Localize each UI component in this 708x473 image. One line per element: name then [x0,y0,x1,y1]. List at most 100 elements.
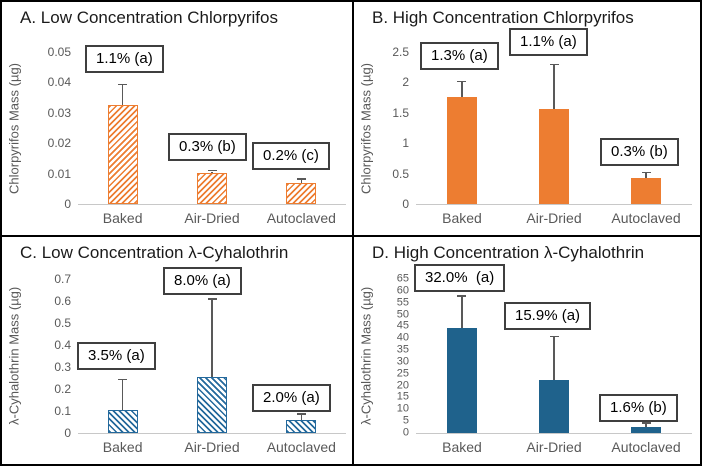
x-category-label: Baked [442,439,482,455]
bar-baked [107,105,138,204]
y-tick-label: 15 [396,390,409,403]
error-bar-cap [118,83,128,86]
y-tick-label: 50 [396,308,409,321]
x-category-label: Autoclaved [611,439,681,455]
y-tick-label: 0.02 [47,136,71,151]
annotation-box: 1.1% (a) [509,28,588,57]
panel-c-low-cyhalothrin: C. Low Concentration λ-Cyhalothrin λ-Cyh… [2,237,354,464]
annotation-box: 8.0% (a) [163,267,242,296]
y-tick-label: 0.1 [54,404,71,418]
error-bar-line [553,337,555,380]
plot-area: 0.05 0.04 0.03 0.02 0.01 0 Baked Air-Dried Autoc… [48,46,346,226]
y-tick-label: 55 [396,296,409,309]
annotation-box: 0.3% (b) [168,133,247,162]
panel-title: C. Low Concentration λ-Cyhalothrin [20,243,289,262]
panel-title: D. High Concentration λ-Cyhalothrin [372,243,645,262]
x-category-label: Baked [102,439,143,455]
error-bar-line [553,65,555,109]
error-bar-line [121,380,124,410]
error-bar-line [211,171,213,173]
x-category-label: Air-Dried [184,210,240,226]
x-category-label: Autoclaved [266,439,336,455]
y-tick-label: 20 [396,379,409,392]
y-tick-label: 0.6 [54,294,71,308]
y-tick-label: 25 [396,367,409,380]
panel-title: A. Low Concentration Chlorpyrifos [20,8,278,27]
x-category-label: Air-Dried [526,439,582,455]
error-bar-line [645,173,647,179]
error-bar-line [121,85,124,106]
bar-air-dried [197,172,227,204]
error-bar-line [300,179,303,184]
bar-autoclaved [286,183,317,204]
error-bar-line [461,82,463,97]
y-tick-label: 0.3 [54,360,71,374]
y-tick-label: 1 [402,136,409,151]
error-bar-line [461,296,463,328]
y-tick-label: 40 [396,331,409,344]
four-panel-bar-chart-figure: A. Low Concentration Chlorpyrifos Chlorp… [0,0,702,466]
x-category-label: Baked [442,210,482,226]
error-bar-cap [207,298,217,300]
error-bar-cap [296,178,306,180]
x-category-label: Autoclaved [266,210,336,226]
error-bar-cap [641,422,651,424]
panel-d-high-cyhalothrin: D. High Concentration λ-Cyhalothrin λ-Cy… [354,237,700,464]
bar-air-dried [539,108,569,204]
y-tick-label: 65 [396,272,409,285]
bar-autoclaved [631,427,661,433]
y-tick-label: 0.7 [54,272,71,286]
plot-area: 2.5 2 1.5 1 0.5 0 Baked Air-Dried Autoclaved [392,46,692,226]
bar-baked [107,409,138,433]
annotation-box: 0.2% (c) [252,142,330,171]
bar-autoclaved [286,419,317,433]
error-bar-cap [457,295,467,297]
error-bar-cap [549,335,559,338]
y-axis-label: λ-Cyhalothrin Mass (µg) [358,286,374,426]
error-bar-cap [549,63,559,66]
panel-b-high-chlorpyrifos: B. High Concentration Chlorpyrifos Chlor… [354,2,700,237]
error-bar-line [300,414,303,420]
y-tick-label: 0.4 [54,338,71,352]
y-axis-label: Chlorpyrifos Mass (µg) [6,62,22,194]
annotation-box: 1.6% (b) [599,394,678,423]
y-tick-label: 0.04 [47,75,71,90]
annotation-box: 32.0% (a) [414,264,506,293]
y-tick-label: 5 [402,414,409,427]
y-tick-label: 0 [64,426,71,440]
y-tick-label: 2.5 [392,45,409,59]
bar-air-dried [539,379,569,433]
y-tick-label: 30 [396,355,409,368]
bar-autoclaved [631,178,661,204]
y-tick-label: 35 [396,343,409,356]
error-bar-cap [296,413,306,415]
panel-title: B. High Concentration Chlorpyrifos [372,8,634,27]
plot-area: 65 60 55 50 45 40 35 30 25 20 15 10 5 0 Baked Air-Dried… [397,273,692,455]
bar-air-dried [197,376,227,433]
y-tick-label: 45 [396,319,409,332]
y-tick-label: 1.5 [392,105,409,120]
y-axis-label: Chlorpyrifos Mass (µg) [358,62,374,194]
y-axis-label: λ-Cyhalothrin Mass (µg) [6,286,22,426]
y-tick-label: 10 [396,402,409,415]
x-category-label: Air-Dried [526,210,582,226]
error-bar-cap [457,80,467,83]
bar-baked [446,327,477,433]
error-bar-cap [118,378,128,381]
annotation-box: 1.3% (a) [420,42,499,71]
x-category-label: Air-Dried [184,439,240,455]
annotation-box: 15.9% (a) [504,302,592,331]
annotation-box: 2.0% (a) [252,384,331,413]
y-tick-label: 0.03 [47,105,71,120]
y-tick-label: 0 [402,426,409,439]
error-bar-line [211,299,213,377]
error-bar-cap [641,171,651,173]
y-tick-label: 0.05 [47,45,71,59]
y-tick-label: 0 [402,197,409,211]
y-tick-label: 0 [64,197,71,211]
plot-area: 0.7 0.6 0.5 0.4 0.3 0.2 0.1 0 Baked Air-Dried Auto… [54,273,346,455]
y-tick-label: 0.2 [54,382,71,396]
annotation-box: 0.3% (b) [600,138,679,167]
y-tick-label: 0.01 [47,166,71,181]
y-tick-label: 0.5 [54,316,71,330]
